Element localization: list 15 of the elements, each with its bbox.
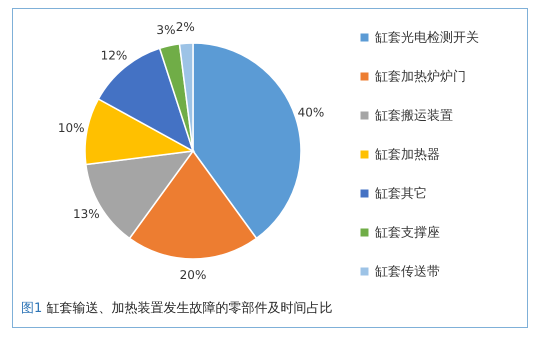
- legend-label: 缸套搬运装置: [375, 108, 453, 124]
- legend-label: 缸套光电检测开关: [375, 30, 479, 46]
- data-label: 12%: [100, 48, 128, 62]
- data-label: 10%: [58, 120, 85, 135]
- data-label: 13%: [72, 207, 100, 222]
- data-label: 20%: [180, 268, 206, 282]
- data-label: 2%: [176, 20, 195, 34]
- data-label: 3%: [156, 22, 176, 37]
- legend-label: 缸套加热炉炉门: [375, 68, 466, 84]
- legend-label: 缸套其它: [375, 186, 427, 202]
- legend-label: 缸套支撑座: [375, 224, 440, 240]
- legend-label: 缸套加热器: [375, 148, 440, 162]
- data-label: 40%: [298, 106, 324, 120]
- legend-label: 缸套传送带: [375, 264, 440, 280]
- text: 图1 缸套输送、加热装置发生故障的零部件及时间占比: [21, 300, 332, 317]
